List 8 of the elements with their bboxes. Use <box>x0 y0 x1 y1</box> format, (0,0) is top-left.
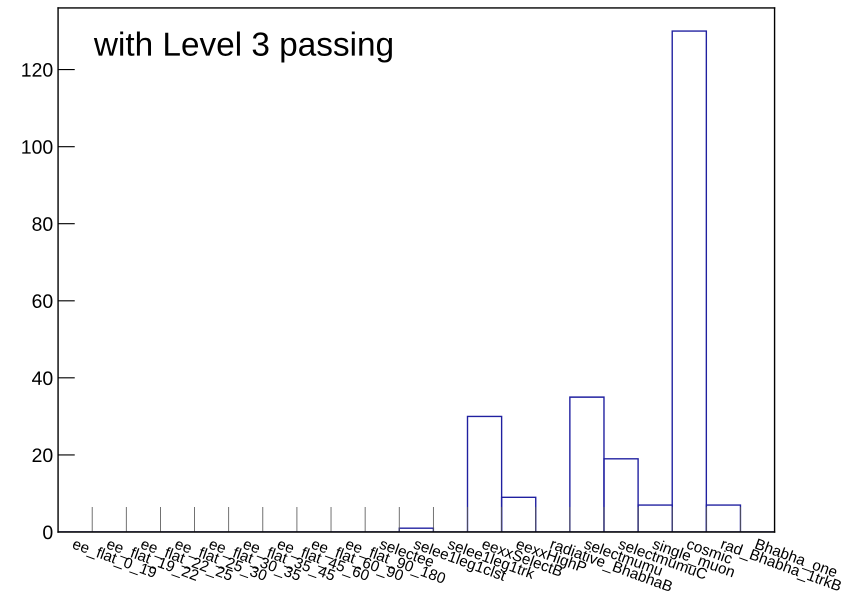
y-tick-label: 40 <box>32 371 52 386</box>
y-tick-label: 100 <box>22 140 52 154</box>
y-tick-label: 80 <box>32 217 52 231</box>
y-tick-label: 20 <box>32 448 52 462</box>
y-tick-label: 120 <box>22 63 52 77</box>
y-tick-label: 0 <box>43 525 52 540</box>
y-tick-label: 60 <box>32 294 52 308</box>
text: with Level 3 passing <box>94 31 392 63</box>
